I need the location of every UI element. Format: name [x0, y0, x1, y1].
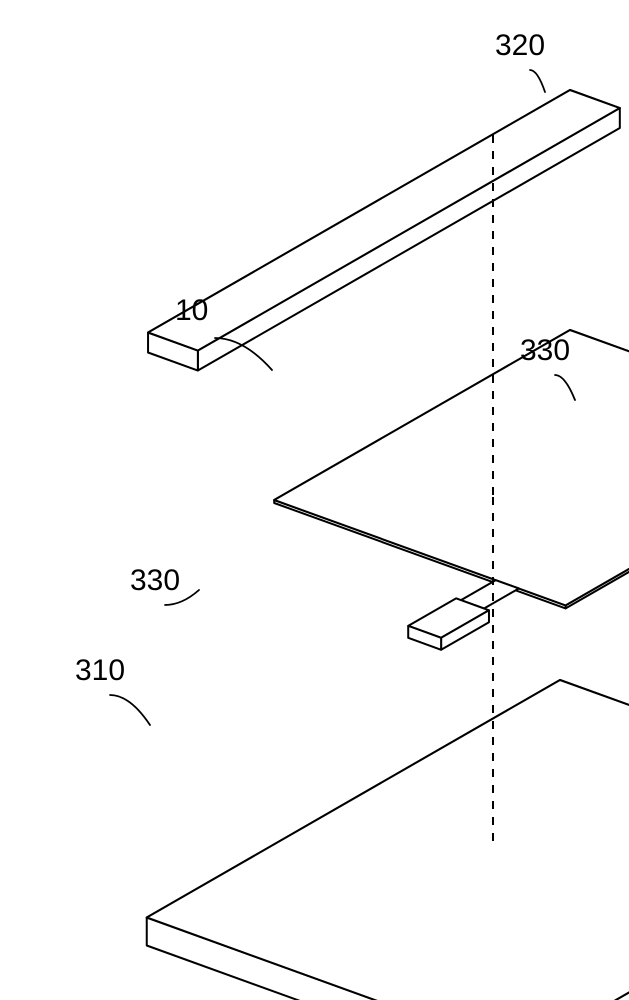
svg-text:330: 330: [520, 334, 570, 367]
svg-text:330: 330: [130, 564, 180, 597]
svg-text:320: 320: [495, 29, 545, 62]
svg-text:310: 310: [75, 654, 125, 687]
svg-text:10: 10: [175, 294, 208, 327]
